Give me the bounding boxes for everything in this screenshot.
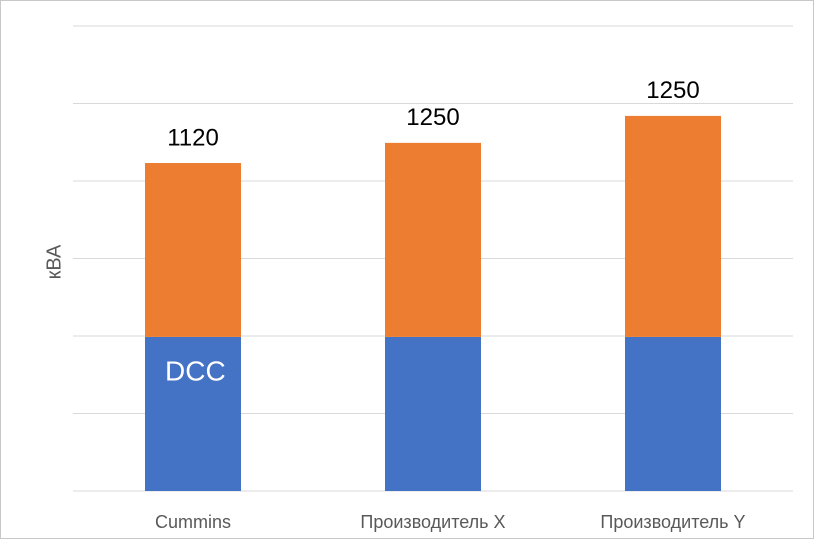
bar-segment	[385, 142, 481, 337]
bar-segment	[145, 163, 241, 337]
total-label: 1250	[406, 104, 459, 131]
x-tick-label: Производитель X	[360, 512, 505, 532]
bar-segment	[145, 336, 241, 491]
bar-segment	[625, 115, 721, 337]
bar-segment	[385, 336, 481, 491]
bar-segment	[625, 336, 721, 491]
x-tick-label: Cummins	[155, 512, 231, 532]
total-label: 1250	[646, 77, 699, 104]
x-tick-label: Производитель Y	[600, 512, 745, 532]
total-label: 1120	[167, 124, 219, 151]
y-axis-label: кВА	[43, 244, 65, 279]
segment-label: DCC	[165, 355, 226, 386]
